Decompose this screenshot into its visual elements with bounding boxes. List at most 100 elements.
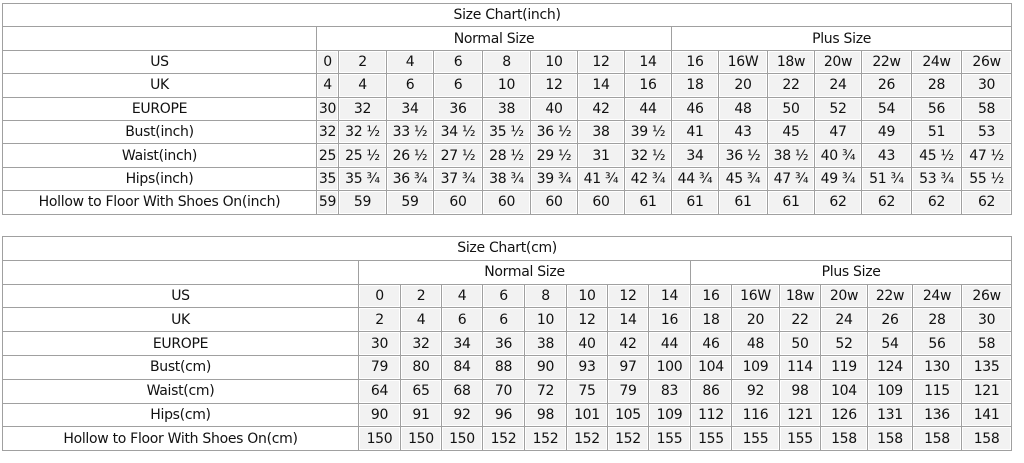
value-cell: 14 xyxy=(648,283,691,309)
value-cell: 61 xyxy=(624,190,672,215)
value-cell: 33 ½ xyxy=(386,119,434,145)
value-cell: 12 xyxy=(566,307,608,333)
value-cell: 45 xyxy=(767,119,815,145)
value-cell: 14 xyxy=(624,49,672,75)
table-row: Hips(cm) 90 91 92 96 98 101 105 109 112 116 121 126 1… xyxy=(2,402,1013,428)
value-cell: 30 xyxy=(358,331,401,356)
value-cell: 44 xyxy=(648,331,691,356)
value-cell: 44 ¾ xyxy=(671,166,719,192)
value-cell: 79 xyxy=(358,354,401,380)
value-cell: 22w xyxy=(861,49,912,75)
value-cell: 61 xyxy=(718,190,768,215)
value-cell: 51 ¾ xyxy=(861,166,912,192)
table-row: Bust(inch) 32 32 ½ 33 ½ 34 ½ 35 ½ 36 ½ 38 39 ½ 41… xyxy=(2,119,1013,145)
value-cell: 68 xyxy=(441,378,483,404)
value-cell: 97 xyxy=(607,354,649,380)
value-cell: 12 xyxy=(607,283,649,309)
value-cell: 41 ¾ xyxy=(577,166,625,192)
value-cell: 58 xyxy=(960,331,1013,356)
row-label: Hips(inch) xyxy=(2,166,317,192)
table-row: UK 2 4 6 6 10 12 14 16 18 20 22 24 26 28 30 xyxy=(2,307,1013,333)
value-cell: 35 ½ xyxy=(482,119,531,145)
value-cell: 38 ¾ xyxy=(482,166,531,192)
value-cell: 150 xyxy=(441,426,483,452)
value-cell: 104 xyxy=(820,378,868,404)
value-cell: 10 xyxy=(566,283,608,309)
value-cell: 38 xyxy=(482,96,531,121)
value-cell: 28 xyxy=(912,307,962,333)
value-cell: 109 xyxy=(867,378,913,404)
value-cell: 36 ½ xyxy=(718,143,768,168)
value-cell: 104 xyxy=(690,354,732,380)
row-label: Hips(cm) xyxy=(2,402,359,428)
value-cell: 32 ½ xyxy=(624,143,672,168)
value-cell: 29 ½ xyxy=(530,143,578,168)
value-cell: 86 xyxy=(690,378,732,404)
value-cell: 119 xyxy=(820,354,868,380)
value-cell: 96 xyxy=(482,402,525,428)
value-cell: 8 xyxy=(524,283,567,309)
value-cell: 31 xyxy=(577,143,625,168)
value-cell: 155 xyxy=(779,426,821,452)
row-label: Waist(inch) xyxy=(2,143,317,168)
value-cell: 135 xyxy=(960,354,1013,380)
value-cell: 30 xyxy=(316,96,339,121)
value-cell: 39 ¾ xyxy=(530,166,578,192)
value-cell: 26 xyxy=(867,307,913,333)
value-cell: 16 xyxy=(671,49,719,75)
value-cell: 60 xyxy=(433,190,483,215)
value-cell: 83 xyxy=(648,378,691,404)
value-cell: 54 xyxy=(861,96,912,121)
group-header-normal-size: Normal Size xyxy=(358,259,691,285)
value-cell: 141 xyxy=(960,402,1013,428)
value-cell: 12 xyxy=(577,49,625,75)
table-row: Bust(cm) 79 80 84 88 90 93 97 100 104 109 114 119 124… xyxy=(2,354,1013,380)
value-cell: 116 xyxy=(731,402,780,428)
value-cell: 40 xyxy=(566,331,608,356)
value-cell: 114 xyxy=(779,354,821,380)
value-cell: 79 xyxy=(607,378,649,404)
value-cell: 34 xyxy=(671,143,719,168)
value-cell: 20 xyxy=(731,307,780,333)
size-chart-cm-table: Size Chart(cm) Normal Size Plus Size US 0 2 4 6… xyxy=(1,236,1013,452)
value-cell: 56 xyxy=(911,96,962,121)
table-row: Waist(cm) 64 65 68 70 72 75 79 83 86 92 98 104 109 115… xyxy=(2,378,1013,404)
value-cell: 56 xyxy=(912,331,962,356)
value-cell: 26w xyxy=(960,49,1013,75)
value-cell: 112 xyxy=(690,402,732,428)
value-cell: 152 xyxy=(566,426,608,452)
row-label: US xyxy=(2,283,359,309)
value-cell: 12 xyxy=(530,73,578,98)
value-cell: 32 xyxy=(400,331,442,356)
value-cell: 91 xyxy=(400,402,442,428)
value-cell: 124 xyxy=(867,354,913,380)
group-header-blank xyxy=(2,26,317,51)
value-cell: 24 xyxy=(814,73,862,98)
table-title: Size Chart(inch) xyxy=(1,2,1013,28)
table-row: Hollow to Floor With Shoes On(inch) 59 59 5… xyxy=(2,190,1013,215)
value-cell: 150 xyxy=(400,426,442,452)
value-cell: 42 xyxy=(577,96,625,121)
value-cell: 36 xyxy=(433,96,483,121)
value-cell: 46 xyxy=(671,96,719,121)
value-cell: 26 ½ xyxy=(386,143,434,168)
value-cell: 24 xyxy=(820,307,868,333)
value-cell: 65 xyxy=(400,378,442,404)
value-cell: 4 xyxy=(441,283,483,309)
value-cell: 16W xyxy=(731,283,780,309)
value-cell: 10 xyxy=(530,49,578,75)
value-cell: 100 xyxy=(648,354,691,380)
value-cell: 22w xyxy=(867,283,913,309)
table-row: EUROPE 30 32 34 36 38 40 42 44 46 48 50 52 54 56 58 xyxy=(2,96,1013,121)
value-cell: 18w xyxy=(767,49,815,75)
value-cell: 49 xyxy=(861,119,912,145)
value-cell: 4 xyxy=(338,73,387,98)
value-cell: 35 xyxy=(316,166,339,192)
value-cell: 52 xyxy=(814,96,862,121)
value-cell: 44 xyxy=(624,96,672,121)
value-cell: 155 xyxy=(690,426,732,452)
value-cell: 22 xyxy=(779,307,821,333)
value-cell: 30 xyxy=(960,307,1013,333)
value-cell: 26w xyxy=(960,283,1013,309)
value-cell: 38 ½ xyxy=(767,143,815,168)
